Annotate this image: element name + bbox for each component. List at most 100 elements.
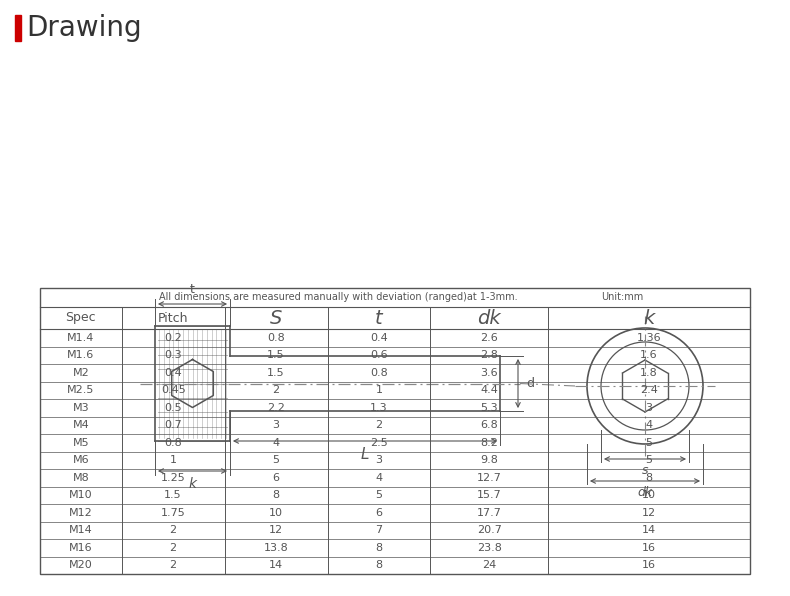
Text: L: L [361,447,369,462]
Text: k: k [643,309,654,327]
Text: k: k [189,477,197,491]
Text: 2: 2 [170,543,177,552]
Text: 4.4: 4.4 [480,385,498,395]
Text: M2.5: M2.5 [67,385,95,395]
Text: M2: M2 [73,368,89,378]
Text: 1: 1 [375,385,382,395]
Text: 7: 7 [375,525,382,535]
Text: 8.2: 8.2 [480,437,498,448]
Text: 5: 5 [375,491,382,500]
Text: 1.6: 1.6 [640,350,657,360]
Text: 5.3: 5.3 [480,403,498,413]
Text: 3: 3 [645,403,653,413]
Text: 8: 8 [375,543,382,552]
Text: 2.8: 2.8 [480,350,498,360]
Text: M1.4: M1.4 [67,333,95,343]
Text: 1.75: 1.75 [160,508,186,518]
Text: M1.6: M1.6 [67,350,95,360]
Text: M8: M8 [73,473,89,483]
Text: M20: M20 [69,560,92,570]
Text: 2.2: 2.2 [267,403,285,413]
Text: 10: 10 [269,508,283,518]
Text: 3: 3 [375,455,382,465]
Text: 1.36: 1.36 [637,333,661,343]
Text: 0.5: 0.5 [164,403,182,413]
Text: 23.8: 23.8 [476,543,502,552]
Text: 6.8: 6.8 [480,420,498,430]
Text: 0.8: 0.8 [164,437,182,448]
Text: 4: 4 [273,437,280,448]
Text: t: t [375,309,383,327]
Bar [15,15,21,41]
Text: 2.6: 2.6 [480,333,498,343]
Text: 24: 24 [482,560,496,570]
Text: 16: 16 [641,543,656,552]
Text: 1.3: 1.3 [371,403,388,413]
Text: M6: M6 [73,455,89,465]
Text: 8: 8 [375,560,382,570]
Text: 3.6: 3.6 [480,368,498,378]
Text: 1: 1 [170,455,177,465]
Text: 15.7: 15.7 [476,491,502,500]
Text: 0.8: 0.8 [371,368,388,378]
Text: 0.45: 0.45 [160,385,186,395]
Text: 20.7: 20.7 [476,525,502,535]
Text: 4: 4 [375,473,382,483]
Text: Spec: Spec [66,312,96,324]
Text: All dimensions are measured manually with deviation (ranged)at 1-3mm.: All dimensions are measured manually wit… [159,293,517,303]
Text: 6: 6 [375,508,382,518]
Text: 1.5: 1.5 [164,491,182,500]
Text: 12: 12 [641,508,656,518]
Text: 2.5: 2.5 [371,437,388,448]
Text: 1.8: 1.8 [640,368,658,378]
Text: 1.5: 1.5 [267,350,285,360]
Text: 2: 2 [375,420,382,430]
Text: M10: M10 [69,491,92,500]
Text: 10: 10 [641,491,656,500]
Text: 8: 8 [273,491,280,500]
Text: d: d [526,377,534,390]
Text: 1.5: 1.5 [267,368,285,378]
Text: 3: 3 [273,420,280,430]
Text: 4: 4 [645,420,653,430]
Text: 0.3: 0.3 [164,350,182,360]
Text: 14: 14 [641,525,656,535]
Text: 0.7: 0.7 [164,420,182,430]
Text: S: S [270,309,282,327]
Text: 1.25: 1.25 [160,473,186,483]
Text: 2.4: 2.4 [640,385,658,395]
Text: 2: 2 [170,525,177,535]
Text: M12: M12 [69,508,92,518]
Bar [40,288,750,574]
Text: 12.7: 12.7 [476,473,502,483]
Text: 13.8: 13.8 [264,543,288,552]
Text: 2: 2 [273,385,280,395]
Text: t: t [190,283,195,296]
Text: 6: 6 [273,473,280,483]
Text: 5: 5 [273,455,280,465]
Text: dk: dk [638,486,653,499]
Text: M5: M5 [73,437,89,448]
Text: 0.4: 0.4 [371,333,388,343]
Text: 12: 12 [269,525,283,535]
Text: M14: M14 [69,525,92,535]
Text: 9.8: 9.8 [480,455,498,465]
Text: 17.7: 17.7 [476,508,502,518]
Text: 5: 5 [645,437,653,448]
Text: s: s [641,464,649,477]
Text: 0.2: 0.2 [164,333,182,343]
Text: M4: M4 [73,420,89,430]
Text: M16: M16 [69,543,92,552]
Text: Unit:mm: Unit:mm [601,293,643,303]
Text: 16: 16 [641,560,656,570]
Text: dk: dk [477,309,501,327]
Text: 0.4: 0.4 [164,368,182,378]
Text: Pitch: Pitch [158,312,188,324]
Text: 0.6: 0.6 [371,350,388,360]
Text: M3: M3 [73,403,89,413]
Text: 14: 14 [269,560,283,570]
Text: 5: 5 [645,455,653,465]
Text: 8: 8 [645,473,653,483]
Text: 2: 2 [170,560,177,570]
Text: 0.8: 0.8 [267,333,285,343]
